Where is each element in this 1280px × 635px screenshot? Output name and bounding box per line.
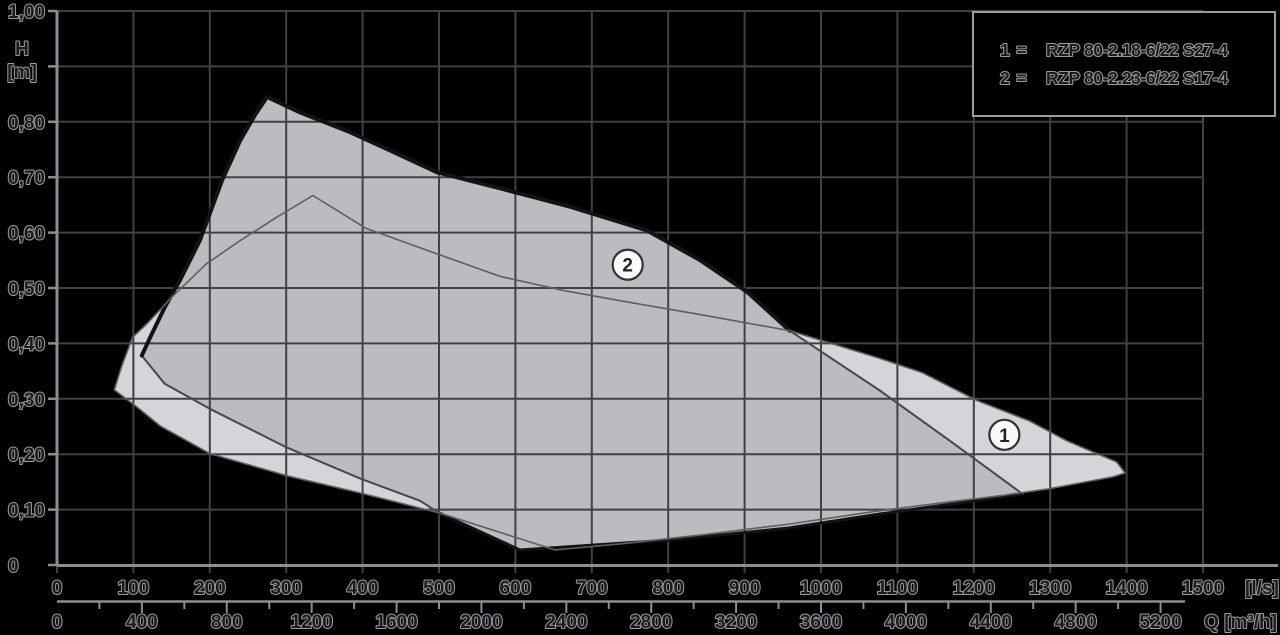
y-tick-label: 1,00 [8,2,45,23]
legend-entry-1: 1 = RZP 80-2.18-6/22 S27-4 [1000,40,1228,60]
x-m3h-tick-label: 3600 [800,612,842,633]
x-axis-unit-m3h: Q [m³/h] [1204,612,1277,633]
y-tick-label: 0,60 [8,224,45,245]
region-2-lower-limit-line [438,492,1023,552]
legend-equals: = [1016,68,1026,88]
series-marker-number-1: 1 [999,426,1010,447]
x-ls-tick-label: 500 [423,578,455,599]
y-tick-label: 0,50 [8,279,45,300]
legend-label-2: RZP 80-2.23-6/22 S17-4 [1046,68,1228,88]
x-ls-tick-label: 300 [270,578,302,599]
x-m3h-tick-label: 1600 [375,612,417,633]
x-ls-tick-label: 800 [652,578,684,599]
legend-key-2: 2 [1000,68,1010,88]
x-m3h-tick-label: 1200 [291,612,333,633]
y-axis-unit-bracket: [m] [7,62,37,83]
x-ls-tick-label: 100 [118,578,150,599]
series-marker-circle-1 [988,418,1021,451]
x-ls-tick-label: 400 [347,578,379,599]
series-marker-circle-2 [611,248,644,281]
chart-top-layer: 1,000,800,700,600,500,400,300,200,1000 10… [7,1,1278,634]
y-tick-label: 0,30 [8,390,45,411]
y-tick-label: 0,10 [8,501,45,522]
x-ls-tick-label: 0 [52,578,63,599]
y-tick-label: 0,80 [8,113,45,134]
x-ls-tick-label: 600 [500,578,532,599]
legend: 1 = RZP 80-2.18-6/22 S27-4 2 = RZP 80-2.23-6… [972,11,1276,117]
legend-equals: = [1016,40,1026,60]
y-axis-unit-symbol: H [15,39,29,60]
x-m3h-tick-label: 2400 [545,612,587,633]
x-m3h-tick-label: 4800 [1055,612,1097,633]
x-m3h-tick-label: 4400 [970,612,1012,633]
x-axis-unit-ls: [l/s] [1245,578,1279,599]
x-ls-tick-label: 1200 [953,578,995,599]
region-2-upper-limit-line [139,94,792,358]
y-tick-label: 0 [8,556,19,577]
region-1-outline [113,194,1126,551]
x-m3h-tick-label: 0 [52,612,63,633]
legend-label-1: RZP 80-2.18-6/22 S27-4 [1046,40,1228,60]
y-tick-label: 0,70 [8,168,45,189]
x-m3h-tick-label: 4000 [885,612,927,633]
x-m3h-tick-label: 2800 [630,612,672,633]
x-ls-tick-label: 1000 [800,578,842,599]
region-2-fill [141,96,1023,551]
x-ls-tick-label: 900 [729,578,761,599]
x-m3h-tick-label: 800 [211,612,243,633]
x-m3h-tick-label: 400 [126,612,158,633]
legend-key-1: 1 [1000,40,1010,60]
y-tick-label: 0,40 [8,334,45,355]
x-ls-tick-label: 700 [576,578,608,599]
chart-base-layer [56,10,1204,573]
x-ls-tick-label: 1100 [877,578,918,599]
x-ls-tick-label: 200 [194,578,226,599]
x-m3h-tick-label: 2000 [460,612,502,633]
legend-box [972,11,1276,117]
x-ls-tick-label: 1500 [1182,578,1224,599]
series-marker-number-2: 2 [622,256,633,277]
x-m3h-tick-label: 3200 [715,612,757,633]
legend-entry-2: 2 = RZP 80-2.23-6/22 S17-4 [1000,68,1228,88]
y-tick-label: 0,20 [8,445,45,466]
x-m3h-tick-label: 5200 [1139,612,1181,633]
x-ls-tick-label: 1300 [1029,578,1071,599]
x-ls-tick-label: 1400 [1105,578,1147,599]
